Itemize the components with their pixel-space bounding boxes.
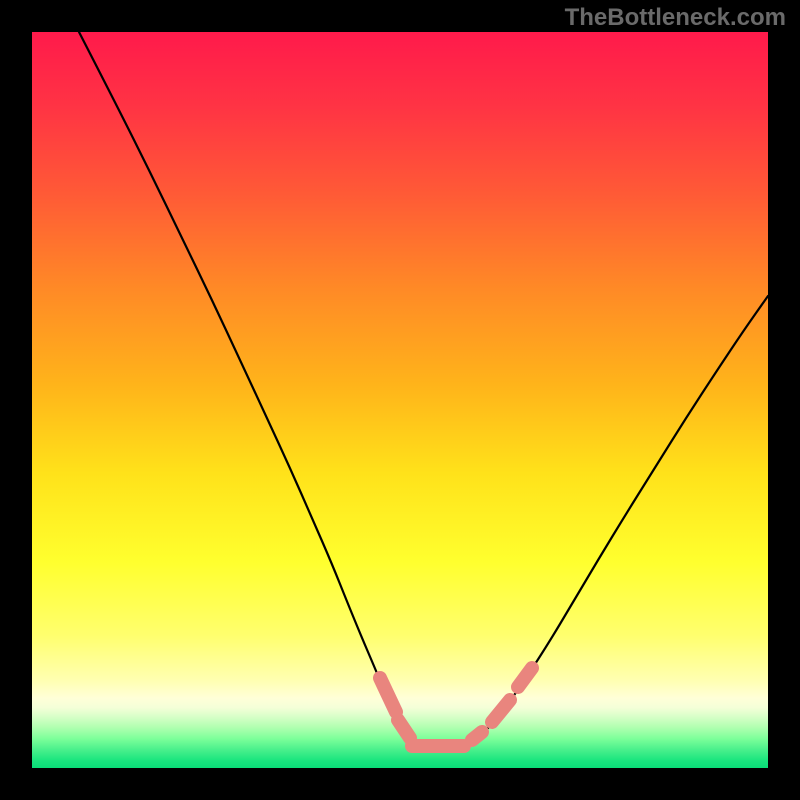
- marker-capsule: [518, 668, 532, 687]
- watermark-text: TheBottleneck.com: [565, 4, 786, 32]
- marker-capsule: [492, 700, 510, 722]
- stage: TheBottleneck.com: [0, 0, 800, 800]
- marker-capsule: [398, 720, 410, 738]
- marker-capsule: [472, 732, 482, 740]
- bottleneck-markers: [0, 0, 800, 800]
- marker-capsule: [380, 678, 396, 712]
